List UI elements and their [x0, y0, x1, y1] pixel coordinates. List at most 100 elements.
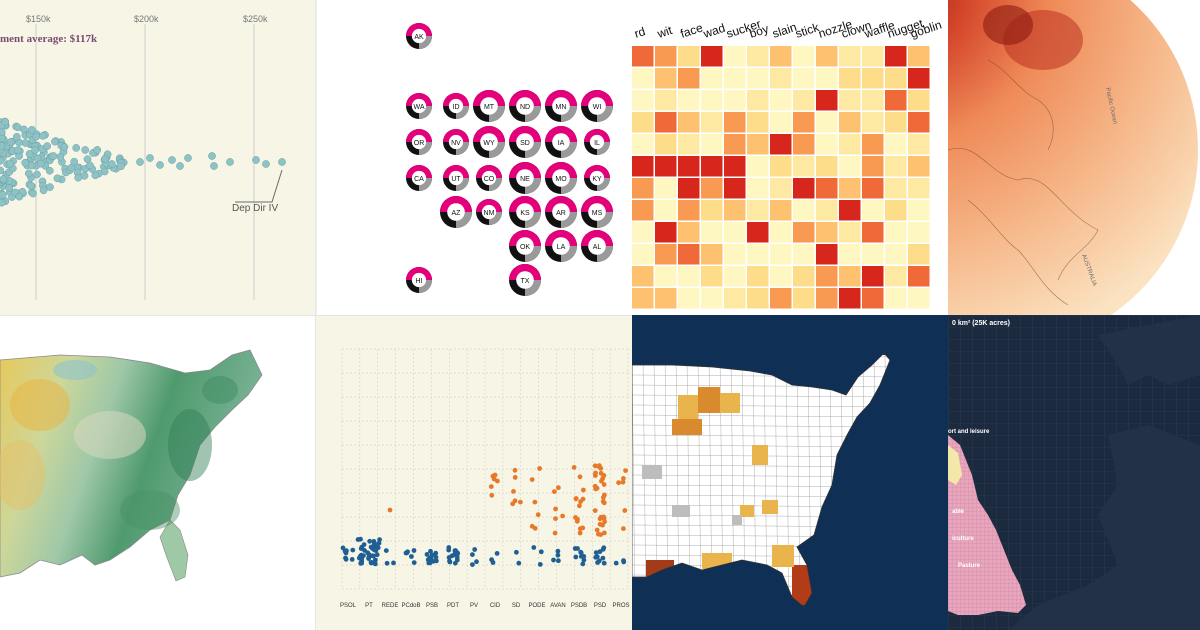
strip-point: [433, 550, 439, 556]
strip-point: [454, 550, 460, 556]
heatmap-cell: [885, 156, 907, 177]
heatmap-cell: [862, 134, 884, 155]
strip-point: [553, 506, 558, 512]
heatmap-cell: [839, 90, 861, 111]
swarm-dot: [53, 174, 62, 183]
strip-point: [620, 479, 626, 485]
heatmap-cell: [885, 288, 907, 309]
swarm-dot: [117, 162, 125, 171]
heatmap-cell: [701, 90, 723, 111]
swarm-dot: [12, 132, 21, 141]
party-label: SD: [512, 603, 521, 609]
heatmap-cell: [793, 68, 815, 89]
axis-tick-150k: $150k: [26, 14, 51, 24]
swarm-dot: [29, 189, 37, 198]
heatmap-cell: [770, 46, 792, 67]
state-ar: AR: [545, 196, 577, 228]
heatmap-cell: [724, 288, 746, 309]
beeswarm-panel: $150k $200k $250k ment average: $117k De…: [0, 0, 316, 315]
state-nd: ND: [509, 90, 541, 122]
heatmap-cell: [655, 288, 677, 309]
swarm-dot: [5, 184, 14, 192]
heatmap-cell: [862, 288, 884, 309]
strip-point: [555, 552, 561, 558]
swarm-dot: [6, 138, 15, 146]
state-label: KS: [520, 210, 530, 217]
heatmap-cell: [701, 288, 723, 309]
heatmap-cell: [678, 112, 700, 133]
strip-point: [552, 489, 557, 494]
heatmap-cell: [770, 156, 792, 177]
heatmap-cell: [839, 222, 861, 243]
strip-point: [596, 531, 601, 537]
heatmap-cell: [747, 266, 769, 287]
heatmap-cell: [747, 288, 769, 309]
heatmap-cell: [655, 68, 677, 89]
strip-point: [371, 543, 376, 549]
strip-point: [433, 554, 439, 560]
state-ne: NE: [509, 162, 541, 194]
heatmap-cell: [885, 46, 907, 67]
axis-tick-250k: $250k: [243, 14, 268, 24]
heatmap-cell: [885, 90, 907, 111]
state-label: CA: [414, 176, 424, 183]
strip-point: [597, 549, 603, 555]
swarm-dot: [0, 166, 5, 175]
uk-landuse-panel: 0 km² (25K acres) ort and leisure able i…: [948, 315, 1200, 630]
heatmap-column-label: wit: [655, 23, 675, 41]
party-label: PODE: [528, 603, 545, 609]
heatmap-cell: [655, 134, 677, 155]
strip-point: [622, 508, 628, 513]
strip-point: [537, 562, 543, 567]
strip-point: [601, 482, 607, 487]
strip-point: [529, 477, 535, 482]
state-label: AZ: [452, 210, 462, 217]
heatmap-cell: [747, 178, 769, 199]
heatmap-cell: [724, 134, 746, 155]
heatmap-cell: [839, 200, 861, 221]
strip-point: [571, 465, 577, 470]
strip-point: [602, 530, 607, 536]
heatmap-cell: [816, 222, 838, 243]
strip-point: [555, 548, 561, 554]
strip-point: [446, 547, 452, 553]
swarm-dot: [0, 198, 6, 207]
heatmap-cell: [839, 266, 861, 287]
swarm-dot: [21, 139, 30, 147]
strip-point: [621, 559, 627, 565]
party-label: PROS: [612, 603, 629, 609]
party-label: AVAN: [550, 603, 565, 609]
strip-point: [373, 557, 378, 563]
strip-point: [581, 557, 587, 563]
heatmap-cell: [747, 156, 769, 177]
swarm-dot: [45, 166, 54, 175]
heatmap-cell: [862, 156, 884, 177]
state-label: WY: [483, 140, 495, 147]
heatmap-cell: [655, 112, 677, 133]
state-label: MT: [484, 104, 495, 111]
heatmap-cell: [701, 68, 723, 89]
heatmap-cell: [678, 266, 700, 287]
heatmap-cell: [908, 288, 930, 309]
heatmap-cell: [816, 266, 838, 287]
state-tx: TX: [509, 264, 541, 296]
heatmap-cell: [885, 112, 907, 133]
strip-point: [578, 550, 584, 556]
heatmap-cell: [724, 68, 746, 89]
strip-point: [532, 525, 538, 531]
strip-point: [342, 548, 348, 554]
heatmap-cell: [770, 90, 792, 111]
heatmap-cell: [724, 200, 746, 221]
swarm-dot: [39, 132, 47, 140]
heatmap-cell: [793, 90, 815, 111]
heatmap-cell: [632, 156, 654, 177]
swarm-dot: [1, 117, 10, 126]
swarm-dot: [15, 192, 24, 201]
strip-point: [411, 548, 417, 553]
heatmap-cell: [839, 112, 861, 133]
strip-point: [434, 558, 439, 564]
state-mt: MT: [473, 90, 505, 122]
heatmap-cell: [816, 46, 838, 67]
strip-point: [581, 487, 586, 493]
swarm-dot: [108, 160, 116, 168]
